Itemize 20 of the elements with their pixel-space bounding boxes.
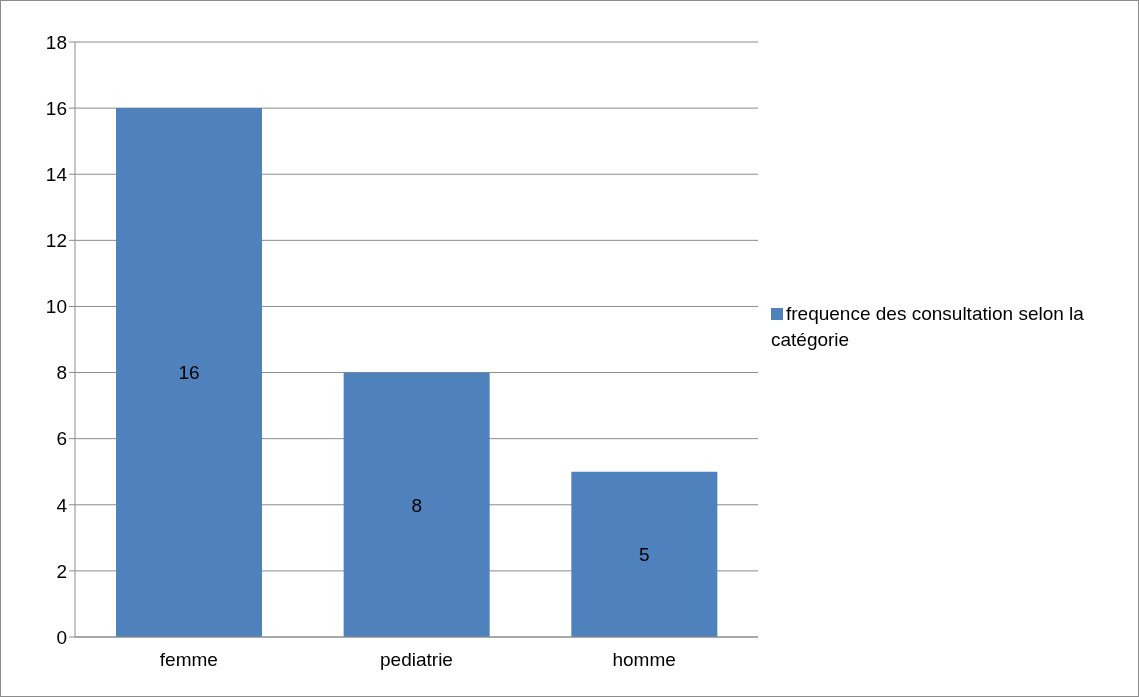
bar <box>116 108 262 637</box>
y-tick-label: 4 <box>56 494 68 516</box>
y-tick-label: 0 <box>56 626 67 648</box>
bar <box>343 372 490 637</box>
data-label: 16 <box>178 362 200 384</box>
data-label: 8 <box>411 494 422 516</box>
x-tick-label: femme <box>159 649 218 671</box>
x-tick-label: homme <box>612 649 676 671</box>
x-tick-label: pediatrie <box>380 649 453 671</box>
data-label: 5 <box>639 544 650 566</box>
y-tick-label: 18 <box>45 31 67 53</box>
y-tick-label: 16 <box>45 97 67 119</box>
y-tick-label: 12 <box>45 230 67 252</box>
legend-label: frequence des consultation selon la catégorie <box>771 303 1084 350</box>
y-tick-label: 8 <box>56 362 67 384</box>
y-tick-label: 14 <box>45 163 68 185</box>
y-tick-label: 2 <box>56 560 67 582</box>
y-tick-label: 6 <box>56 428 67 450</box>
y-tick-label: 10 <box>45 296 67 318</box>
bar <box>571 471 718 637</box>
